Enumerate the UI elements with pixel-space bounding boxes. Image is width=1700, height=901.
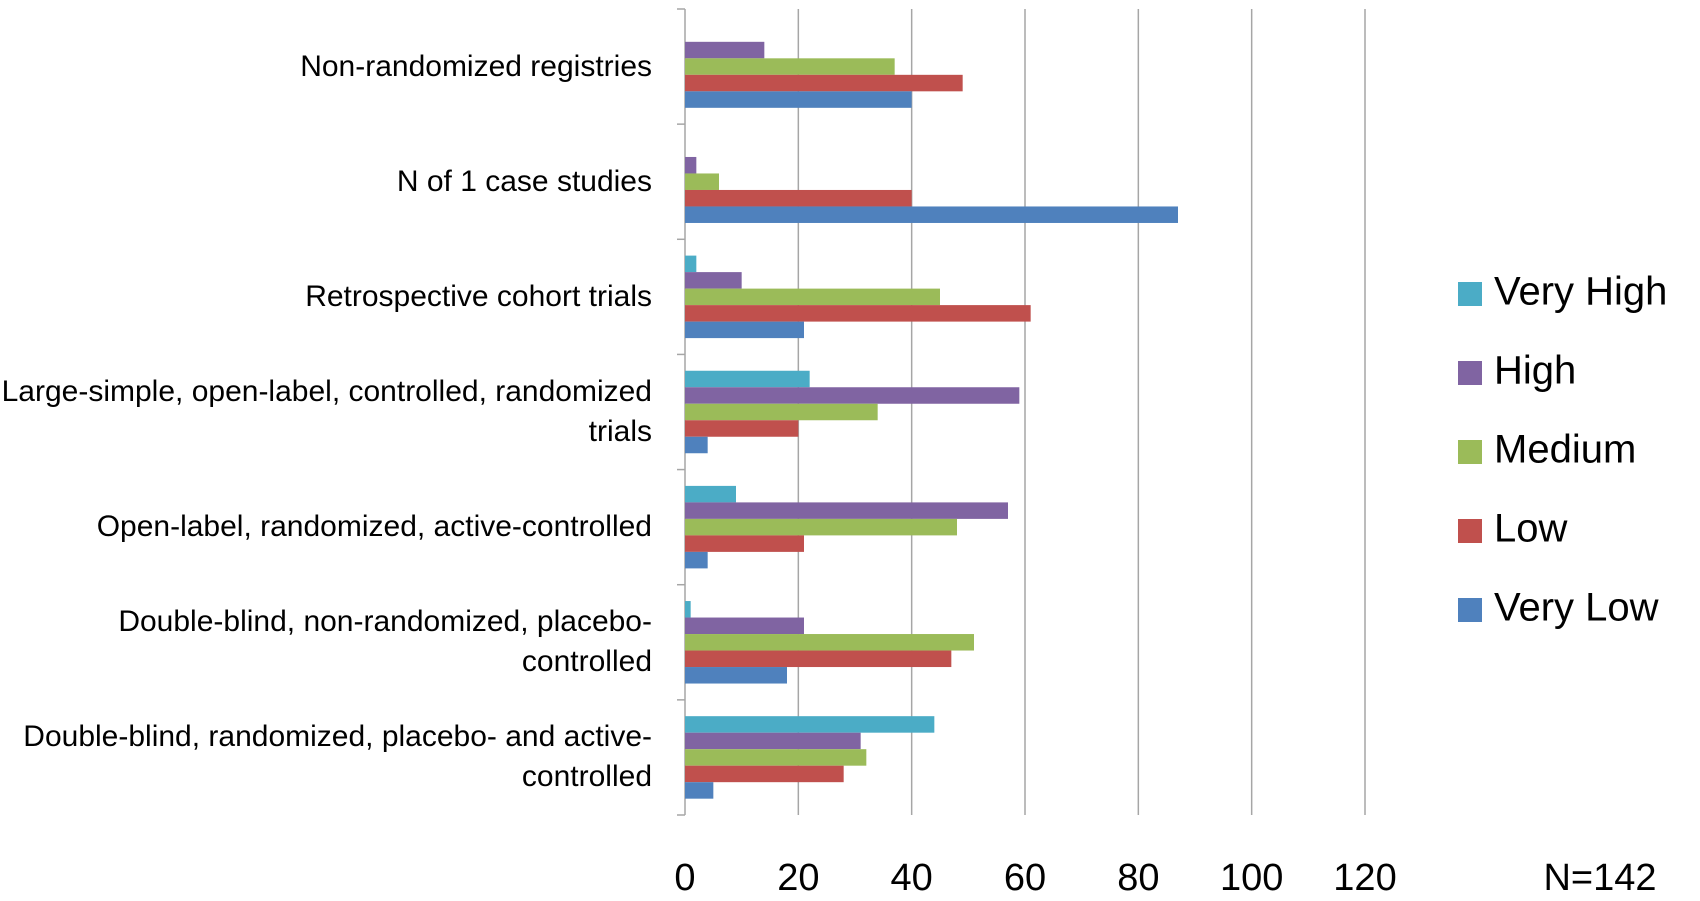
bar — [685, 667, 787, 684]
bar — [685, 305, 1031, 322]
legend-swatch — [1458, 361, 1482, 385]
legend-label: Low — [1494, 507, 1567, 551]
bar — [685, 322, 804, 339]
x-tick-label: 100 — [1220, 857, 1283, 899]
bar — [685, 272, 742, 289]
bar — [685, 387, 1019, 404]
legend-swatch — [1458, 440, 1482, 464]
bar — [685, 716, 934, 733]
bar — [685, 404, 878, 421]
x-tick-label: 80 — [1117, 857, 1159, 899]
category-label: Large-simple, open-label, controlled, ra… — [0, 372, 652, 452]
bar — [685, 782, 713, 799]
bar — [685, 190, 912, 207]
category-label: Retrospective cohort trials — [0, 277, 652, 317]
bar — [685, 206, 1178, 223]
bar — [685, 256, 696, 273]
x-tick-label: 60 — [1004, 857, 1046, 899]
category-label: Non-randomized registries — [0, 47, 652, 87]
legend-swatch — [1458, 282, 1482, 306]
bar — [685, 371, 810, 388]
legend-label: Very Low — [1494, 586, 1659, 630]
chart-page: 0 20 40 60 80 100 120 Very High High Medium Low Ver… — [0, 0, 1700, 901]
bar — [685, 651, 951, 668]
bar — [685, 420, 798, 437]
bar — [685, 502, 1008, 518]
x-tick-label: 120 — [1333, 857, 1396, 899]
legend-label: Medium — [1494, 428, 1636, 472]
bar — [685, 766, 844, 783]
annotation: N=142 — [1543, 857, 1656, 899]
bar — [685, 634, 974, 651]
bar — [685, 91, 912, 108]
bar — [685, 486, 736, 503]
bar — [685, 75, 963, 92]
legend-label: High — [1494, 349, 1576, 393]
bar — [685, 749, 866, 766]
bar — [685, 535, 804, 552]
bar — [685, 601, 691, 618]
category-label: Double-blind, non-randomized, placebo-co… — [0, 602, 652, 682]
legend-swatch — [1458, 519, 1482, 543]
bar — [685, 157, 696, 174]
legend-label: Very High — [1494, 270, 1667, 314]
bar — [685, 289, 940, 306]
category-label: Double-blind, randomized, placebo- and a… — [0, 717, 652, 797]
bar — [685, 42, 764, 59]
x-tick-label: 40 — [891, 857, 933, 899]
bar — [685, 733, 861, 750]
bar — [685, 618, 804, 635]
bar — [685, 437, 708, 454]
x-tick-label: 0 — [674, 857, 695, 899]
legend-swatch — [1458, 598, 1482, 622]
bar — [685, 519, 957, 536]
bar — [685, 58, 895, 74]
bar — [685, 552, 708, 569]
category-label: N of 1 case studies — [0, 162, 652, 202]
category-label: Open-label, randomized, active-controlle… — [0, 507, 652, 547]
x-tick-label: 20 — [777, 857, 819, 899]
bar — [685, 173, 719, 190]
